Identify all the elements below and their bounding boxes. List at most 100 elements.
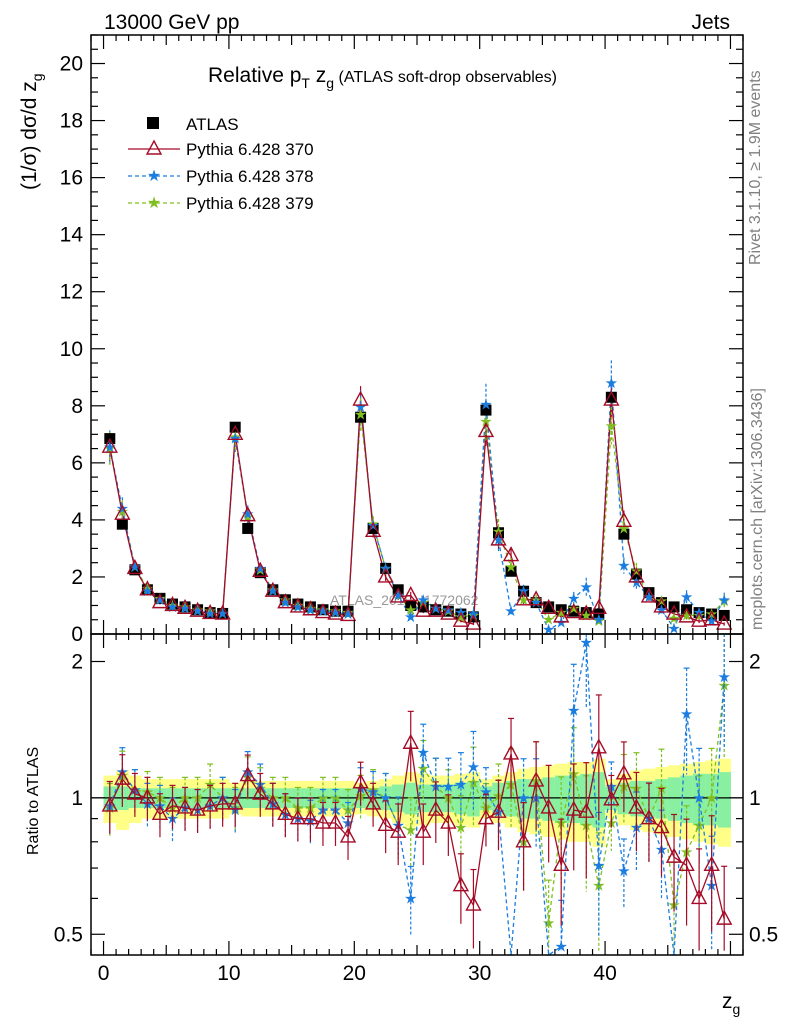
mc-data-point: ★: [279, 592, 292, 609]
ratio-data-point: [553, 855, 570, 871]
mc-data-point: ★: [605, 418, 618, 435]
mc-data-point: [302, 600, 319, 616]
ratio-data-point: ★: [404, 822, 417, 839]
ratio-data-point: [390, 822, 407, 838]
mc-data-point: [415, 601, 432, 617]
ratio-data-point: [615, 764, 633, 780]
mc-data-point: ★: [554, 615, 567, 632]
atlas-data-point: [630, 568, 642, 580]
mc-data-point: ★: [266, 582, 279, 599]
mcplots-info: mcplots.cern.ch [arXiv:1306.3436]: [749, 388, 766, 630]
ratio-data-point: [540, 798, 557, 814]
mc-data-point: [690, 611, 708, 627]
ratio-data-point: [227, 794, 244, 810]
ratio-data-point: [239, 766, 256, 782]
mc-data-point: [665, 604, 683, 620]
ratio-y-tick-label: 2: [71, 650, 83, 673]
ratio-data-point: ★: [567, 702, 580, 719]
mc-data-point: ★: [254, 560, 267, 577]
ratio-data-point: [339, 827, 357, 843]
xlabel: zg: [722, 990, 740, 1017]
legend-label-atlas: ATLAS: [186, 115, 239, 134]
mc-data-point: [364, 521, 382, 538]
ratio-data-point: [201, 796, 219, 812]
process-label: Jets: [691, 11, 730, 34]
mc-data-point: ★: [442, 603, 455, 620]
mc-data-point: ★: [291, 597, 304, 614]
ratio-data-point: ★: [680, 706, 693, 723]
legend-label-379: Pythia 6.428 379: [186, 194, 314, 213]
x-tick-label: 30: [468, 962, 491, 985]
mc-data-point: ★: [116, 503, 129, 520]
ratio-band-inner: [680, 775, 694, 824]
mc-data-point: ★: [592, 612, 605, 629]
ratio-data-point: [377, 815, 394, 831]
mc-data-point: ★: [605, 375, 618, 392]
mc-data-point: ★: [592, 613, 605, 630]
ratio-y-tick-label: 0.5: [54, 923, 83, 946]
mc-data-point: ★: [391, 587, 404, 604]
ratio-data-point: ★: [379, 790, 392, 807]
mc-data-point: ★: [617, 558, 630, 575]
ratio-data-point: ★: [692, 790, 705, 807]
mc-data-point: ★: [554, 605, 567, 622]
mc-data-point: [252, 561, 269, 577]
mc-data-point: ★: [191, 602, 204, 619]
mc-data-point: [314, 603, 332, 619]
mc-data-point: [402, 586, 419, 602]
mc-data-point: ★: [667, 620, 680, 637]
mc-data-point: ★: [341, 605, 354, 622]
mc-data-point: [628, 567, 645, 583]
xlabel-text: z: [722, 990, 733, 1013]
title-sub-g: g: [326, 75, 334, 91]
ratio-data-point: [214, 794, 231, 810]
atlas-data-point: [543, 601, 555, 613]
ratio-data-point: [364, 794, 382, 810]
xlabel-sub: g: [733, 1001, 741, 1017]
atlas-data-point: [267, 584, 279, 596]
ratio-data-point: [427, 800, 444, 816]
ratio-data-point: [277, 804, 294, 820]
atlas-data-point: [367, 522, 379, 534]
mc-data-point: [540, 598, 557, 615]
mc-data-point: ★: [479, 396, 492, 413]
ratio-data-point: ★: [479, 784, 492, 801]
main-y-tick-label: 14: [60, 224, 84, 247]
atlas-data-point: [304, 601, 316, 613]
ratio-data-point: [603, 790, 620, 806]
main-ylabel: (1/σ) dσ/d zg: [18, 73, 45, 190]
mc-data-point: ★: [504, 559, 517, 576]
ratio-data-point: ★: [417, 761, 430, 778]
mc-data-point: [214, 604, 231, 620]
mc-data-point: [377, 567, 394, 583]
mc-data-point: ★: [680, 607, 693, 624]
main-y-tick-label: 10: [60, 338, 83, 361]
mc-data-point: [277, 593, 294, 609]
mc-data-point: ★: [304, 600, 317, 617]
main-y-tick-label: 6: [71, 452, 83, 475]
ratio-data-point: [114, 769, 131, 785]
mc-data-point: ★: [153, 592, 166, 609]
atlas-data-point: [442, 605, 454, 617]
ratio-panel-data: ★★★ ★ ★★★ ★ ★★★★★ ★★ ★★ ★★★ ★ ★★ ★★★★★★★★★★★★★★★★★…: [91, 633, 743, 957]
mc-data-point: ★: [153, 590, 166, 607]
atlas-data-point: [505, 565, 517, 577]
ratio-data-point: [352, 773, 369, 789]
main-y-tick-label: 0: [71, 623, 83, 646]
ratio-data-point: [415, 822, 432, 838]
mc-data-point: ★: [203, 603, 216, 620]
atlas-data-point: [254, 567, 266, 579]
ratio-data-point: [527, 771, 545, 787]
mc-data-point: ★: [128, 559, 141, 576]
atlas-data-point: [643, 587, 655, 599]
mc-data-point: [352, 390, 369, 406]
ratio-band-inner: [504, 780, 518, 817]
ratio-data-point: ★: [417, 744, 430, 761]
mc-data-point: [678, 607, 695, 623]
title-part-tail: (ATLAS soft-drop observables): [334, 69, 557, 86]
mc-data-point: ★: [542, 612, 555, 629]
mc-data-point: [515, 590, 532, 606]
ratio-data-point: [578, 802, 595, 818]
mc-data-point: ★: [655, 602, 668, 619]
mc-data-point: [615, 511, 633, 528]
